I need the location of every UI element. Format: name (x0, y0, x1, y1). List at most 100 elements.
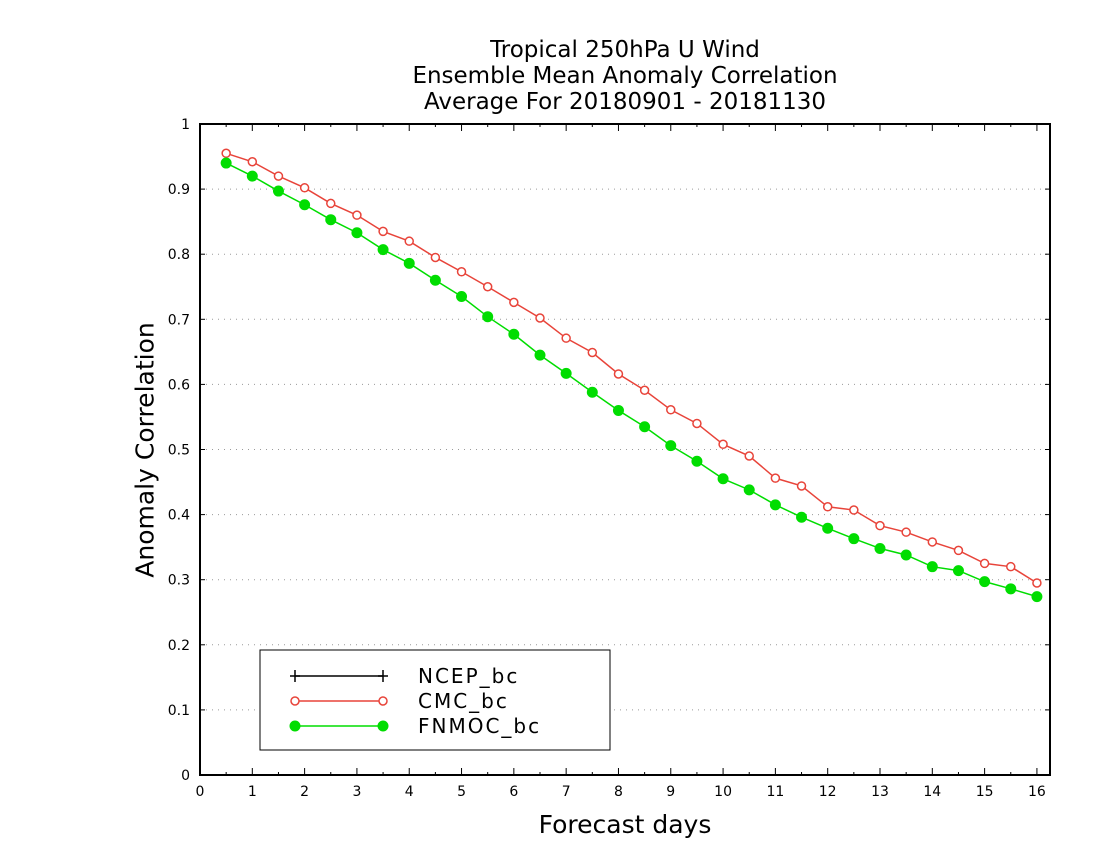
data-point-cmc-bc (692, 418, 702, 429)
x-tick-label: 14 (923, 784, 941, 800)
data-point-cmc-bc (666, 405, 676, 415)
x-tick-label: 11 (766, 784, 784, 800)
data-point-fnmoc-bc (534, 349, 546, 361)
y-tick-label: 0.5 (168, 443, 190, 459)
data-point-cmc-bc (273, 171, 284, 181)
data-point-cmc-bc (482, 282, 493, 292)
x-tick-label: 2 (300, 784, 309, 800)
legend-marker-fnmoc-bc (289, 720, 301, 732)
data-point-cmc-bc (770, 473, 781, 483)
x-tick-label: 9 (666, 784, 675, 800)
x-tick-label: 3 (352, 784, 361, 800)
data-point-fnmoc-bc (639, 421, 651, 433)
data-point-fnmoc-bc (900, 549, 912, 561)
data-point-cmc-bc (613, 369, 624, 379)
data-point-fnmoc-bc (691, 455, 703, 467)
data-point-cmc-bc (352, 210, 362, 220)
data-point-cmc-bc (796, 481, 807, 491)
data-point-cmc-bc (247, 157, 258, 167)
chart-title-line-1: Tropical 250hPa U Wind (490, 37, 760, 63)
data-point-fnmoc-bc (743, 484, 755, 496)
data-point-cmc-bc (535, 313, 545, 323)
grid (200, 188, 1050, 711)
legend-marker-ncep-bc (378, 670, 388, 682)
y-tick-label: 0.7 (168, 312, 190, 328)
data-point-cmc-bc (509, 297, 519, 308)
data-point-fnmoc-bc (586, 386, 598, 398)
data-point-fnmoc-bc (272, 185, 284, 197)
data-point-cmc-bc (404, 236, 414, 246)
data-point-cmc-bc (927, 537, 938, 547)
data-point-fnmoc-bc (246, 170, 258, 182)
y-tick-label: 0.4 (168, 508, 190, 524)
data-point-cmc-bc (822, 502, 833, 512)
data-point-cmc-bc (456, 267, 467, 277)
chart-title-line-2: Ensemble Mean Anomaly Correlation (412, 63, 838, 89)
data-point-fnmoc-bc (822, 522, 834, 534)
data-point-cmc-bc (221, 148, 231, 159)
y-axis-label: Anomaly Correlation (130, 322, 160, 578)
data-point-fnmoc-bc (796, 511, 808, 523)
x-tick-label: 6 (509, 784, 518, 800)
data-point-fnmoc-bc (717, 473, 729, 485)
data-point-cmc-bc (639, 385, 650, 396)
legend-box (259, 649, 611, 751)
legend-marker-ncep-bc (290, 670, 300, 682)
data-point-cmc-bc (744, 451, 754, 461)
data-point-fnmoc-bc (220, 157, 232, 169)
x-tick-label: 13 (871, 784, 889, 800)
y-tick-label: 1 (181, 117, 190, 133)
legend-marker-cmc-bc (378, 696, 388, 706)
y-tick-label: 0.9 (168, 182, 190, 198)
data-point-fnmoc-bc (665, 440, 677, 452)
x-tick-label: 5 (457, 784, 466, 800)
legend-label-cmc-bc: CMC_bc (418, 689, 509, 713)
data-point-cmc-bc (299, 183, 310, 193)
series-line-cmc-bc (225, 152, 1038, 584)
y-tick-label: 0.3 (168, 573, 190, 589)
data-point-fnmoc-bc (325, 214, 337, 226)
axis-ticks: 00.10.20.30.40.50.60.70.80.910 1 2 3 4 5 6 7 8 9 1… (168, 117, 1050, 800)
legend-label-ncep-bc: NCEP_bc (418, 664, 519, 688)
x-axis-label: Forecast days (538, 810, 712, 839)
data-point-fnmoc-bc (508, 328, 520, 340)
data-point-fnmoc-bc (952, 565, 964, 577)
data-point-cmc-bc (1032, 578, 1042, 588)
x-tick-label: 15 (976, 784, 994, 800)
y-tick-label: 0.8 (168, 247, 190, 263)
data-point-fnmoc-bc (456, 291, 468, 303)
data-point-fnmoc-bc (403, 257, 415, 269)
x-tick-label: 4 (405, 784, 414, 800)
data-point-cmc-bc (378, 226, 388, 237)
data-point-cmc-bc (561, 333, 571, 343)
y-tick-label: 0.6 (168, 377, 190, 393)
data-point-fnmoc-bc (429, 274, 441, 286)
data-point-cmc-bc (326, 198, 336, 209)
series-line-fnmoc-bc (225, 162, 1038, 598)
legend-marker-cmc-bc (290, 696, 300, 706)
data-point-fnmoc-bc (1031, 591, 1043, 603)
x-tick-label: 10 (714, 784, 732, 800)
data-point-fnmoc-bc (299, 199, 311, 211)
x-tick-label: 0 (196, 784, 205, 800)
data-point-fnmoc-bc (482, 311, 494, 323)
x-tick-label: 16 (1028, 784, 1046, 800)
data-point-cmc-bc (587, 347, 598, 358)
data-point-cmc-bc (430, 252, 441, 263)
data-point-fnmoc-bc (377, 244, 389, 256)
data-point-fnmoc-bc (848, 533, 860, 545)
data-point-cmc-bc (953, 545, 964, 556)
x-tick-label: 7 (562, 784, 571, 800)
y-tick-label: 0 (181, 768, 190, 784)
y-tick-label: 0.2 (168, 638, 190, 654)
data-point-fnmoc-bc (926, 561, 938, 573)
data-point-cmc-bc (1006, 561, 1016, 572)
data-point-cmc-bc (718, 439, 728, 450)
y-tick-label: 0.1 (168, 703, 190, 719)
x-tick-label: 8 (614, 784, 623, 800)
data-point-fnmoc-bc (612, 404, 624, 416)
x-tick-label: 12 (819, 784, 837, 800)
chart-title-line-3: Average For 20180901 - 20181130 (423, 89, 827, 115)
